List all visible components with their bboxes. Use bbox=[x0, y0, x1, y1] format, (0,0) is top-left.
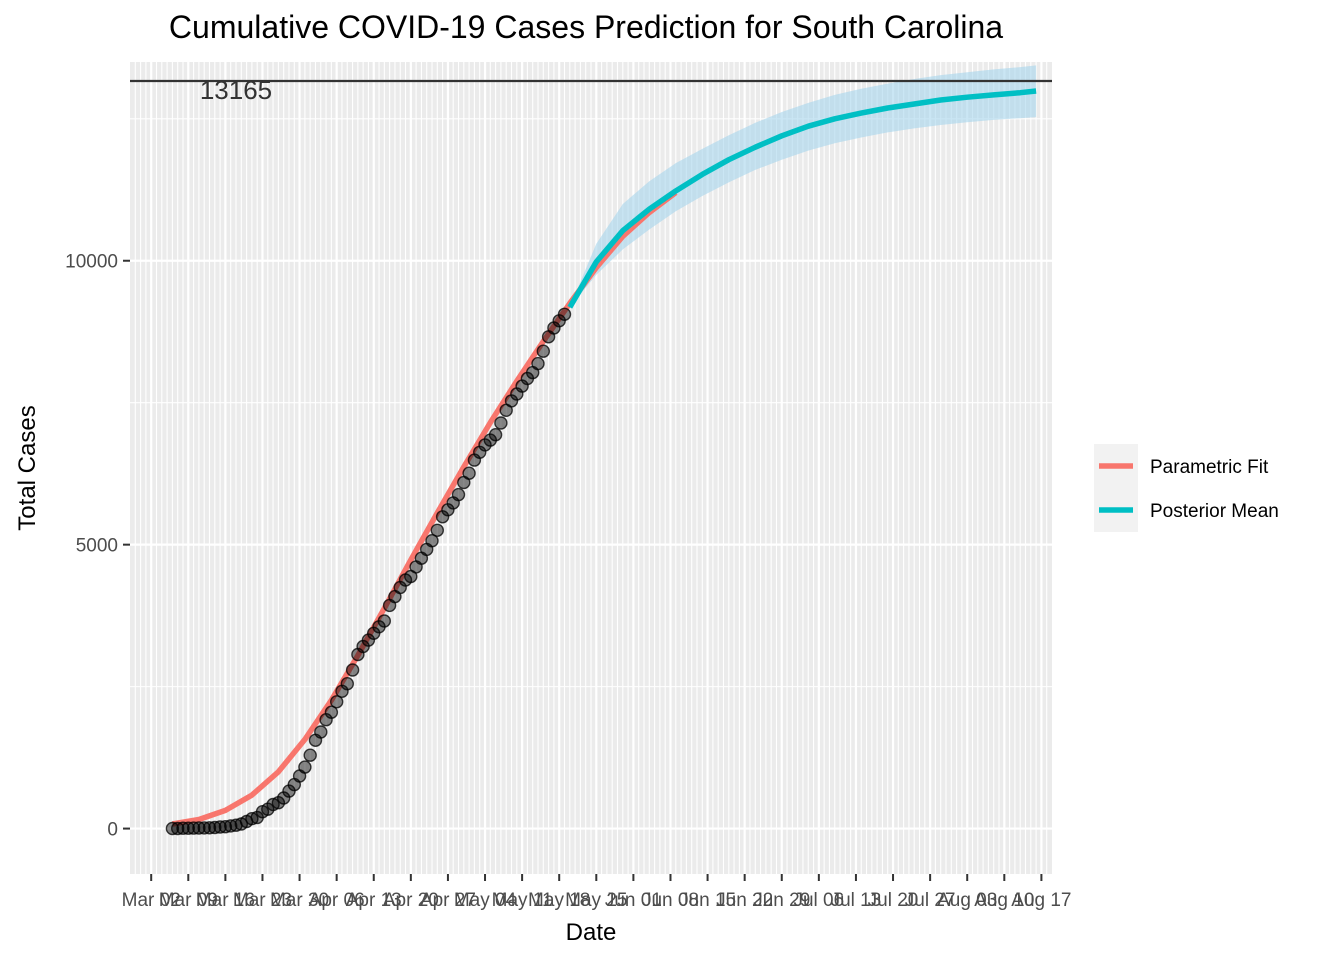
x-tick-label: Jun 29 bbox=[753, 890, 810, 911]
x-tick-label: Mar 16 bbox=[196, 890, 255, 911]
x-tick-label: Jul 20 bbox=[868, 890, 919, 911]
y-tick-label: 10000 bbox=[65, 252, 118, 273]
x-tick-label: Jun 08 bbox=[642, 890, 699, 911]
y-axis-label: Total Cases bbox=[14, 405, 41, 530]
minor-gridlines bbox=[130, 62, 1052, 874]
x-tick-label: May 04 bbox=[454, 890, 517, 911]
x-tick-label: Mar 02 bbox=[122, 890, 181, 911]
y-axis: 0 5000 10000 bbox=[65, 252, 130, 841]
x-tick-label: Jun 22 bbox=[716, 890, 773, 911]
x-tick-label: Jun 01 bbox=[605, 890, 662, 911]
observed-point bbox=[340, 677, 354, 691]
x-axis-label: Date bbox=[566, 919, 617, 946]
x-tick-label: Jul 06 bbox=[793, 890, 844, 911]
observed-point bbox=[330, 695, 344, 709]
credible-band-layer bbox=[569, 65, 1037, 308]
observed-points-layer bbox=[165, 307, 572, 836]
x-tick-label: Aug 17 bbox=[1011, 890, 1071, 911]
x-tick-label: Jul 27 bbox=[905, 890, 956, 911]
observed-point bbox=[451, 487, 466, 502]
observed-point bbox=[298, 760, 312, 774]
x-tick-label: Aug 03 bbox=[937, 890, 997, 911]
x-tick-label: Apr 06 bbox=[309, 890, 365, 911]
observed-point bbox=[488, 428, 503, 442]
legend: Parametric Fit Posterior Mean bbox=[1094, 444, 1279, 532]
major-gridlines bbox=[130, 62, 1052, 874]
x-tick-label: Jun 15 bbox=[679, 890, 736, 911]
observed-point bbox=[303, 748, 317, 762]
y-tick-label: 5000 bbox=[76, 536, 118, 557]
x-tick-label: May 11 bbox=[492, 890, 553, 911]
observed-point bbox=[430, 523, 444, 537]
x-tick-label: Mar 23 bbox=[233, 890, 292, 911]
legend-label: Posterior Mean bbox=[1150, 501, 1279, 522]
y-tick-label: 0 bbox=[107, 820, 118, 841]
observed-point bbox=[462, 466, 476, 480]
x-tick-label: Aug 10 bbox=[974, 890, 1034, 911]
observed-point bbox=[536, 344, 550, 358]
credible-band bbox=[569, 65, 1037, 308]
x-tick-label: Apr 20 bbox=[383, 890, 439, 911]
x-tick-label: Apr 27 bbox=[420, 890, 476, 911]
observed-point bbox=[425, 534, 439, 548]
observed-point bbox=[494, 416, 508, 430]
x-tick-label: Mar 09 bbox=[159, 890, 218, 911]
observed-point bbox=[377, 614, 391, 628]
observed-point bbox=[314, 725, 328, 739]
x-tick-label: May 25 bbox=[565, 890, 627, 911]
x-tick-label: Jul 13 bbox=[831, 890, 882, 911]
series-lines-layer bbox=[171, 88, 1037, 827]
x-tick-label: Apr 13 bbox=[346, 890, 402, 911]
observed-point bbox=[345, 663, 360, 677]
x-tick-label: Mar 30 bbox=[270, 890, 329, 911]
reference-line-label: 13165 bbox=[200, 75, 272, 105]
chart-title: Cumulative COVID-19 Cases Prediction for… bbox=[169, 9, 1003, 45]
observed-point bbox=[324, 705, 339, 719]
observed-point bbox=[557, 307, 572, 321]
observed-point bbox=[531, 356, 545, 371]
x-tick-label: May 18 bbox=[528, 890, 590, 911]
posterior-mean-line bbox=[567, 88, 1037, 309]
legend-label: Parametric Fit bbox=[1150, 457, 1269, 478]
reference-line-layer: 13165 bbox=[130, 75, 1052, 105]
